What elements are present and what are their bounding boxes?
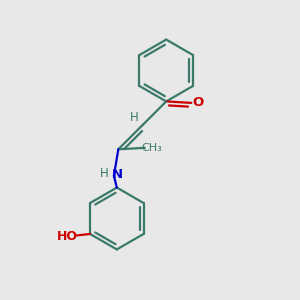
Text: HO: HO bbox=[57, 230, 78, 242]
Text: O: O bbox=[192, 96, 203, 110]
Text: H: H bbox=[130, 112, 138, 124]
Text: H: H bbox=[100, 167, 109, 180]
Text: CH₃: CH₃ bbox=[142, 143, 163, 153]
Text: N: N bbox=[111, 168, 122, 181]
